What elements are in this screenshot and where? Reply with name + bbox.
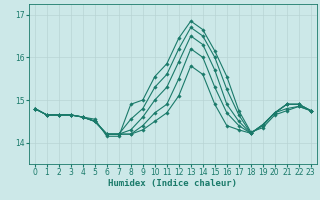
X-axis label: Humidex (Indice chaleur): Humidex (Indice chaleur) <box>108 179 237 188</box>
